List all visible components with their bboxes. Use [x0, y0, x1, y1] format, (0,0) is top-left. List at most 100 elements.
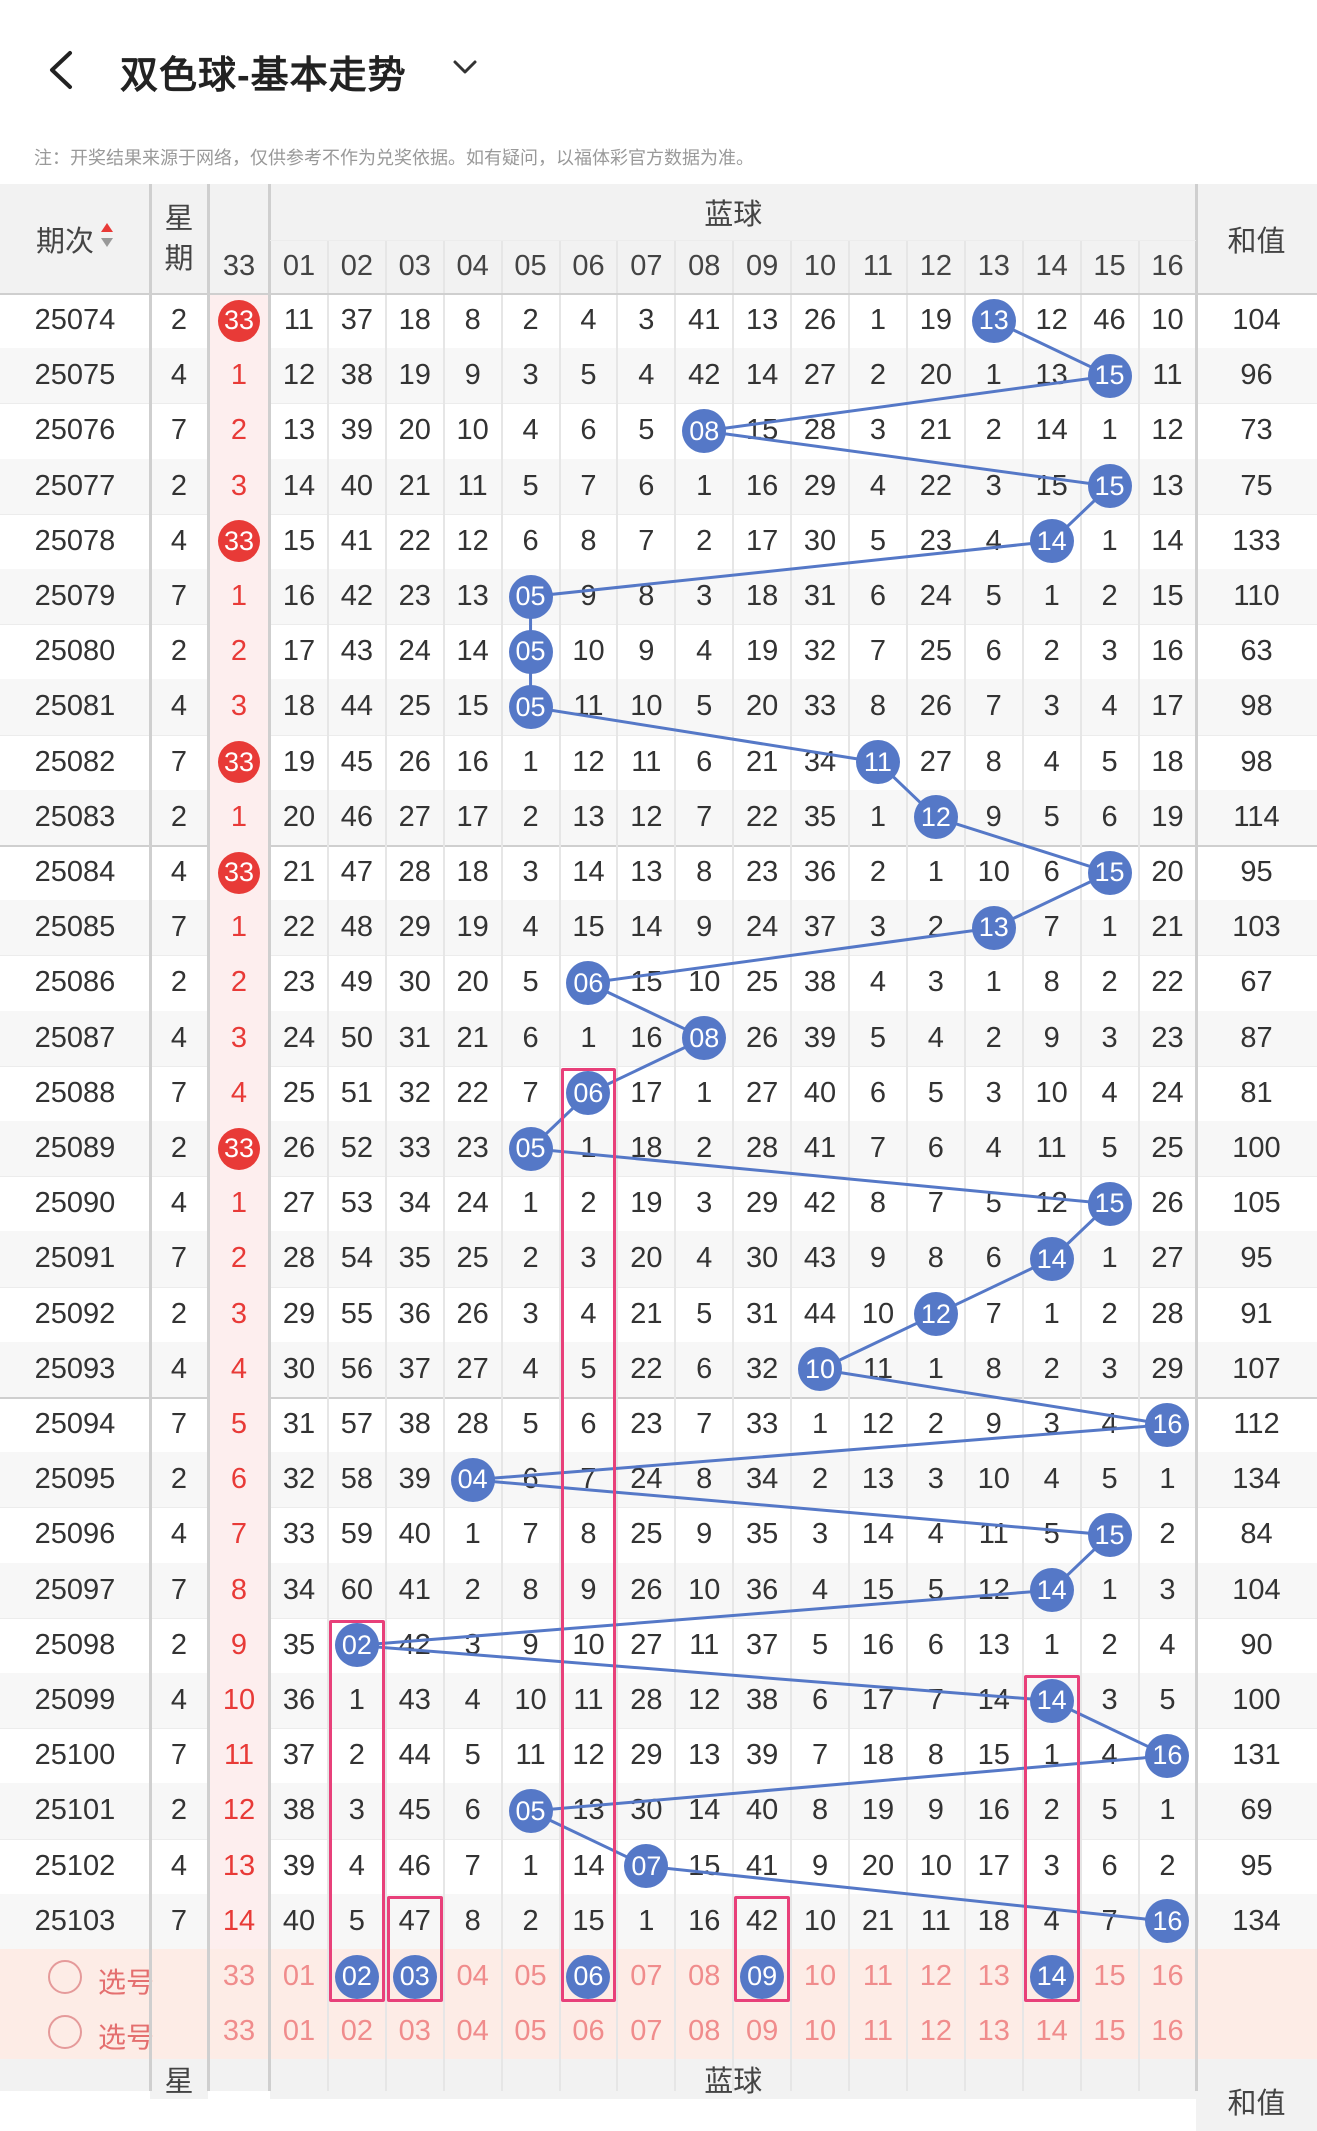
select-num[interactable]: 13 [977, 2015, 1010, 2048]
selected-blue-ball[interactable]: 09 [740, 1954, 785, 1999]
select-label[interactable]: 选号 [98, 2021, 155, 2053]
blue-ball: 05 [508, 1789, 553, 1833]
sum-cell: 98 [1240, 745, 1273, 778]
select-num[interactable]: 11 [862, 2015, 893, 2048]
period-header[interactable]: 期次 [0, 184, 150, 293]
c33-cell: 3 [230, 690, 248, 723]
c33-cell: 3 [230, 1021, 248, 1054]
blue-miss-cell: 3 [1043, 690, 1060, 723]
select-num[interactable]: 09 [746, 2015, 779, 2048]
blue-miss-cell: 8 [811, 1794, 829, 1827]
blue-miss-cell: 1 [985, 359, 1002, 392]
select-num[interactable]: 08 [688, 1960, 721, 1993]
blue-miss-cell: 24 [456, 1187, 489, 1220]
blue-miss-cell: 2 [1043, 1352, 1060, 1385]
blue-miss-cell: 19 [630, 1187, 663, 1220]
blue-miss-cell: 14 [456, 635, 489, 668]
select-num[interactable]: 07 [630, 1960, 663, 1993]
blue-miss-cell: 13 [456, 580, 489, 613]
selected-blue-ball[interactable]: 06 [566, 1954, 611, 1999]
column-divider [442, 240, 445, 2091]
select-num[interactable]: 14 [1035, 2015, 1068, 2048]
select-num[interactable]: 03 [398, 2015, 431, 2048]
select-num[interactable]: 10 [803, 2015, 837, 2048]
blue-miss-cell: 1 [1159, 1463, 1176, 1496]
weekday-cell: 2 [170, 966, 188, 999]
sum-cell: 91 [1240, 1297, 1273, 1330]
c33-cell: 2 [230, 635, 248, 668]
blue-miss-cell: 7 [869, 635, 887, 668]
c33-bg [208, 900, 270, 956]
selected-blue-ball[interactable]: 03 [392, 1954, 437, 1999]
select-radio[interactable] [48, 1959, 82, 1994]
blue-miss-cell: 2 [696, 524, 713, 557]
blue-miss-cell: 20 [746, 690, 779, 723]
select-num[interactable]: 05 [514, 2015, 547, 2048]
blue-miss-cell: 1 [927, 856, 944, 889]
back-arrow-icon[interactable] [44, 50, 78, 90]
select-radio[interactable] [48, 2014, 82, 2049]
period-cell: 25081 [34, 690, 116, 723]
chevron-down-icon[interactable] [452, 58, 478, 76]
select-num[interactable]: 16 [1151, 2015, 1184, 2048]
select-num[interactable]: 01 [282, 1960, 316, 1993]
blue-miss-cell: 21 [861, 1904, 895, 1937]
select-num[interactable]: 01 [282, 2015, 316, 2048]
sort-arrows-icon[interactable] [100, 221, 114, 257]
blue-miss-cell: 46 [398, 1849, 431, 1882]
selected-blue-ball[interactable]: 14 [1029, 1954, 1074, 1999]
blue-miss-cell: 10 [688, 1573, 721, 1606]
blue-miss-cell: 15 [456, 690, 489, 723]
blue-miss-cell: 10 [572, 635, 605, 668]
blue-miss-cell: 32 [803, 635, 837, 668]
blue-miss-cell: 20 [1151, 856, 1184, 889]
select-label[interactable]: 选号 [98, 1966, 155, 1998]
blue-miss-cell: 28 [746, 1132, 779, 1165]
blue-miss-cell: 3 [522, 359, 539, 392]
select-num[interactable]: 16 [1151, 1960, 1184, 1993]
highlight-box [386, 1895, 443, 2003]
select-num[interactable]: 15 [1093, 1960, 1126, 1993]
blue-miss-cell: 39 [340, 414, 373, 447]
select-num[interactable]: 06 [572, 2015, 605, 2048]
c33-cell: 11 [223, 1739, 255, 1772]
selected-blue-ball[interactable]: 02 [334, 1954, 379, 1999]
select-num[interactable]: 08 [688, 2015, 721, 2048]
blue-col-header: 07 [617, 240, 676, 293]
blue-miss-cell: 23 [282, 966, 316, 999]
select-num[interactable]: 12 [919, 2015, 952, 2048]
select-num[interactable]: 11 [862, 1960, 893, 1993]
blue-miss-cell: 33 [803, 690, 837, 723]
blue-miss-cell: 14 [1035, 414, 1068, 447]
period-cell: 25088 [34, 1076, 116, 1109]
blue-miss-cell: 6 [1101, 1849, 1118, 1882]
blue-miss-cell: 12 [977, 1573, 1010, 1606]
period-cell: 25078 [34, 524, 116, 557]
blue-miss-cell: 5 [869, 524, 887, 557]
blue-miss-cell: 42 [803, 1187, 837, 1220]
blue-miss-cell: 7 [696, 800, 713, 833]
footer-weekday: 星 [150, 2059, 208, 2100]
select-num[interactable]: 07 [630, 2015, 663, 2048]
select-num[interactable]: 13 [977, 1960, 1010, 1993]
blue-miss-cell: 15 [1035, 469, 1068, 502]
select-num[interactable]: 05 [514, 1960, 547, 1993]
select-num[interactable]: 04 [456, 2015, 489, 2048]
select-num[interactable]: 04 [456, 1960, 489, 1993]
select-num[interactable]: 12 [919, 1960, 952, 1993]
blue-miss-cell: 33 [398, 1132, 431, 1165]
blue-miss-cell: 19 [282, 745, 316, 778]
period-cell: 25076 [34, 414, 116, 447]
select-num[interactable]: 02 [340, 2015, 373, 2048]
blue-miss-cell: 32 [746, 1352, 779, 1385]
blue-miss-cell: 26 [282, 1132, 316, 1165]
period-cell: 25098 [34, 1628, 116, 1661]
select-num[interactable]: 10 [803, 1960, 837, 1993]
blue-miss-cell: 21 [1151, 911, 1184, 944]
select-c33[interactable]: 33 [222, 1960, 256, 1993]
highlight-box [560, 1067, 617, 2003]
blue-miss-cell: 28 [1151, 1297, 1184, 1330]
weekday-cell: 7 [170, 580, 188, 613]
select-num[interactable]: 15 [1093, 2015, 1126, 2048]
select-c33[interactable]: 33 [222, 2015, 256, 2048]
